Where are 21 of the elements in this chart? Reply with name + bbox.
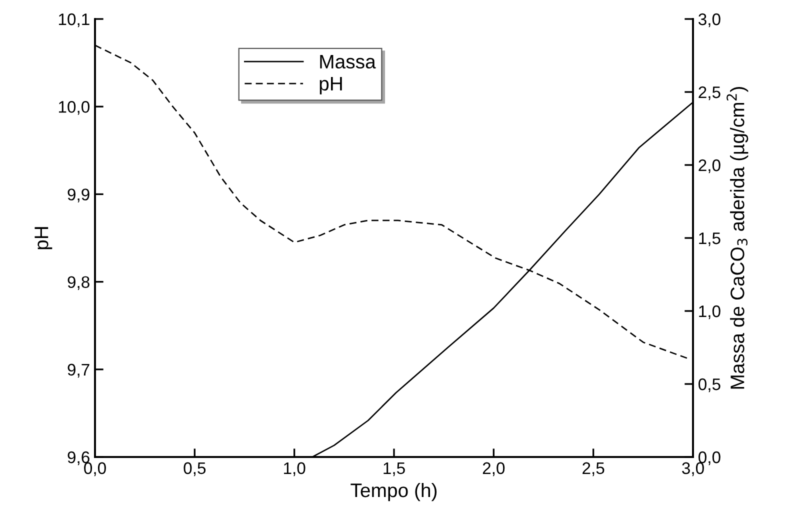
y-tick-label: 9,7 — [68, 364, 90, 378]
y-tick-label: 9,8 — [68, 276, 90, 290]
legend-label: Massa — [320, 54, 376, 69]
x-axis-title: Tempo (h) — [350, 482, 437, 502]
y-tick-label: 10,1 — [58, 13, 90, 28]
x-tick-label: 2,0 — [482, 462, 505, 476]
y2-tick-label: 0,5 — [698, 378, 720, 392]
x-tick-label: 0,5 — [184, 462, 206, 476]
y2-tick-label: 2,5 — [698, 86, 720, 100]
x-tick-label: 1,5 — [384, 462, 405, 476]
x-tick-label: 2,5 — [582, 462, 604, 476]
x-tick-label: 1,0 — [284, 462, 306, 476]
y2-tick-label: 1,5 — [699, 232, 720, 246]
legend-label: pH — [320, 76, 342, 94]
y2-tick-label: 3,0 — [698, 13, 720, 28]
y2-tick-label: 2,0 — [698, 159, 720, 174]
y2-tick-label: 1,0 — [699, 305, 720, 320]
y2-axis-title: Massa de CaCO$_{3}$ aderida (µg/cm$^{2}$) — [726, 87, 748, 389]
y-tick-label: 9,9 — [68, 188, 90, 202]
y-axis-title: pH — [34, 227, 52, 250]
y-tick-label: 10,0 — [58, 101, 90, 115]
